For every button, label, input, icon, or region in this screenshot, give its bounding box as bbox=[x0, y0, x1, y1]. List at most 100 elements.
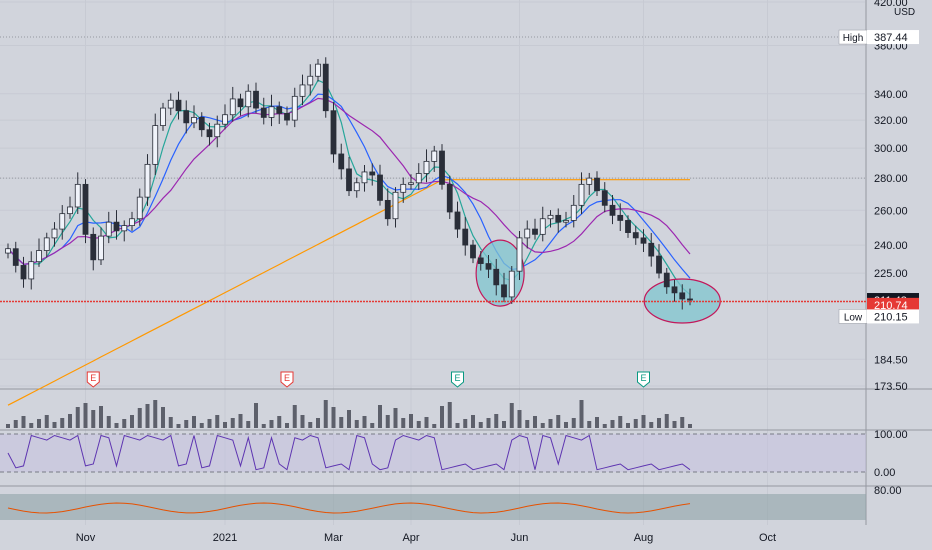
candle-body bbox=[508, 270, 515, 298]
rsi-band bbox=[0, 434, 866, 472]
volume-bar bbox=[618, 416, 623, 428]
volume-bar bbox=[664, 414, 669, 428]
currency-label: USD bbox=[894, 7, 915, 18]
price-tick-label: 320.00 bbox=[874, 115, 908, 127]
volume-bar bbox=[13, 420, 18, 428]
low-value-bg bbox=[867, 309, 919, 324]
volume-bar bbox=[416, 421, 421, 428]
volume-bar bbox=[362, 416, 367, 428]
price-tick-label: 225.00 bbox=[874, 268, 908, 280]
candle-body bbox=[82, 183, 89, 235]
volume-bar bbox=[114, 423, 119, 428]
candle-body bbox=[439, 150, 445, 185]
candle-body bbox=[245, 90, 252, 108]
candle-body bbox=[648, 242, 655, 257]
candle-body bbox=[253, 90, 259, 109]
candle-body bbox=[601, 190, 608, 206]
volume-bar bbox=[277, 416, 282, 428]
volume-bar bbox=[323, 400, 328, 428]
volume-bar bbox=[130, 415, 134, 428]
volume-bar bbox=[447, 402, 452, 428]
candle-body bbox=[625, 220, 631, 233]
price-tick-label: 240.00 bbox=[874, 240, 908, 252]
price-tick-label: 173.50 bbox=[874, 381, 908, 393]
candle-body bbox=[198, 117, 205, 131]
price-tick-label: 340.00 bbox=[874, 89, 908, 101]
stoch-pane bbox=[0, 494, 866, 520]
volume-bar bbox=[649, 422, 654, 428]
volume-bar bbox=[137, 408, 142, 428]
candle-body bbox=[144, 163, 151, 198]
volume-bar bbox=[587, 421, 592, 428]
time-label: Jun bbox=[511, 532, 529, 544]
candle-body bbox=[5, 248, 11, 254]
earnings-letter: E bbox=[90, 373, 96, 383]
volume-bar bbox=[161, 407, 165, 428]
candle-body bbox=[532, 228, 538, 235]
candle-body bbox=[105, 221, 112, 237]
volume-bar bbox=[494, 414, 499, 428]
candle-body bbox=[346, 168, 352, 192]
candle-body bbox=[74, 183, 81, 208]
price-tick-label: 420.00 bbox=[874, 0, 908, 9]
volume-bar bbox=[641, 415, 646, 428]
candle-body bbox=[307, 75, 314, 86]
candle-body bbox=[36, 250, 42, 263]
candle-body bbox=[43, 237, 50, 251]
time-label: Apr bbox=[402, 532, 419, 544]
volume-bar bbox=[502, 421, 506, 428]
osc-band bbox=[0, 494, 866, 520]
volume-bar bbox=[564, 422, 568, 428]
volume-bar bbox=[455, 423, 460, 428]
volume-bar bbox=[401, 418, 406, 428]
volume-bar bbox=[68, 414, 72, 428]
candle-body bbox=[384, 199, 391, 220]
volume-bar bbox=[29, 423, 34, 428]
candle-body bbox=[160, 107, 166, 126]
osc-tick-label: 80.00 bbox=[874, 485, 902, 497]
candle-body bbox=[493, 268, 500, 286]
candle-body bbox=[656, 255, 662, 274]
candle-body bbox=[90, 233, 97, 261]
volume-bar bbox=[424, 417, 429, 428]
time-label: Mar bbox=[324, 532, 343, 544]
price-tick-label: 184.50 bbox=[874, 354, 908, 366]
grid-lines bbox=[0, 0, 932, 525]
volume-bar bbox=[486, 418, 491, 428]
price-axis[interactable]: USD 420.00380.00340.00320.00300.00280.00… bbox=[874, 0, 915, 497]
time-label: Nov bbox=[76, 532, 96, 544]
candle-body bbox=[322, 63, 329, 112]
candle-body bbox=[570, 204, 577, 221]
volume-bar bbox=[517, 410, 522, 428]
candle-body bbox=[578, 183, 585, 206]
candle-body bbox=[152, 125, 159, 165]
candle-body bbox=[299, 84, 306, 97]
volume-bar bbox=[122, 419, 127, 428]
candle-body bbox=[28, 261, 35, 280]
candle-body bbox=[462, 228, 469, 246]
candle-body bbox=[12, 248, 19, 266]
volume-pane bbox=[6, 400, 692, 428]
volume-bar bbox=[595, 417, 599, 428]
price-tick-label: 280.00 bbox=[874, 173, 908, 185]
volume-bar bbox=[6, 424, 10, 428]
candle-body bbox=[191, 117, 197, 124]
candle-body bbox=[51, 228, 58, 239]
volume-bar bbox=[83, 403, 88, 428]
candle-body bbox=[454, 211, 461, 230]
candle-body bbox=[423, 160, 430, 174]
candle-body bbox=[59, 213, 66, 230]
candle-body bbox=[563, 220, 569, 223]
volume-bar bbox=[393, 408, 398, 428]
volume-bar bbox=[610, 420, 615, 428]
time-axis[interactable]: Nov 2021 Mar Apr Jun Aug Oct bbox=[76, 532, 776, 544]
volume-bar bbox=[378, 405, 382, 428]
volume-bar bbox=[99, 406, 103, 428]
candle-body bbox=[415, 173, 422, 184]
candle-body bbox=[477, 257, 484, 264]
volume-bar bbox=[91, 410, 96, 428]
volume-bar bbox=[540, 423, 545, 428]
candle-body bbox=[315, 63, 321, 77]
